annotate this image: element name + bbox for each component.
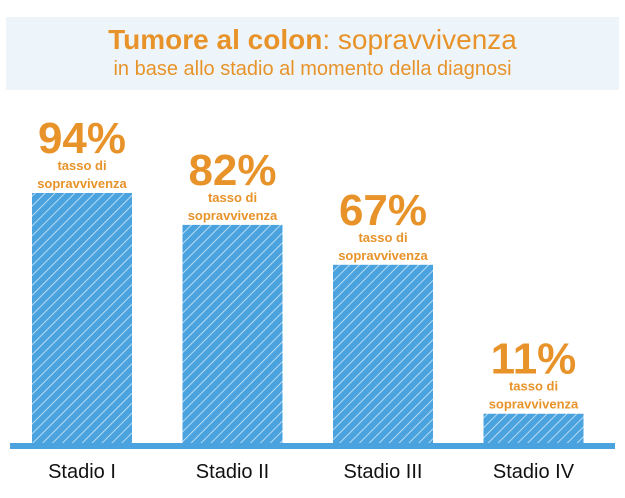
chart-subtitle: in base allo stadio al momento della dia… <box>113 58 512 80</box>
chart-title: Tumore al colon: sopravvivenza <box>6 17 619 57</box>
chart-title-bold: Tumore al colon <box>108 24 323 55</box>
category-label: Stadio III <box>344 461 423 483</box>
bar-sublabel-2: sopravvivenza <box>37 176 127 191</box>
bar-sublabel-2: sopravvivenza <box>489 397 579 412</box>
bar-3 <box>333 264 433 443</box>
bar-sublabel-1: tasso di <box>208 190 257 205</box>
bar-value-label: 67% <box>339 186 427 235</box>
bar-sublabel-2: sopravvivenza <box>338 248 428 263</box>
bar-1 <box>32 192 132 443</box>
bar-value-label: 94% <box>38 114 126 163</box>
chart-title-rest: : sopravvivenza <box>322 24 517 55</box>
bar-sublabel-2: sopravvivenza <box>188 208 278 223</box>
bar-2 <box>182 224 283 443</box>
bar-value-label: 11% <box>491 335 577 384</box>
category-label: Stadio II <box>196 461 269 483</box>
chart-baseline <box>10 443 615 449</box>
bar-value-label: 82% <box>188 146 276 195</box>
bar-sublabel-1: tasso di <box>509 379 558 394</box>
bar-sublabel-1: tasso di <box>57 158 106 173</box>
category-label: Stadio IV <box>493 461 575 483</box>
bar-sublabel-1: tasso di <box>358 230 407 245</box>
chart-header: Tumore al colon: sopravvivenza in base a… <box>6 17 619 90</box>
category-label: Stadio I <box>48 461 116 483</box>
bar-4 <box>483 413 584 443</box>
